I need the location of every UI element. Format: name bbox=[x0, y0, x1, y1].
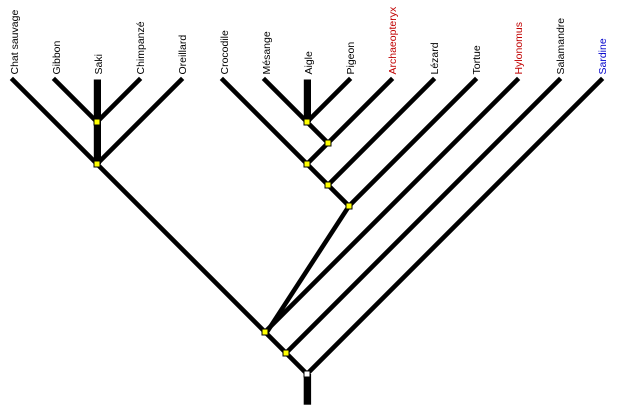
svg-text:Saki: Saki bbox=[93, 54, 105, 74]
svg-text:Hylonomus: Hylonomus bbox=[513, 22, 525, 75]
svg-text:Gibbon: Gibbon bbox=[51, 40, 63, 74]
svg-text:Salamandre: Salamandre bbox=[555, 18, 567, 75]
svg-text:Pigeon: Pigeon bbox=[345, 42, 357, 75]
svg-text:Lézard: Lézard bbox=[429, 42, 441, 74]
svg-text:Chimpanzé: Chimpanzé bbox=[135, 21, 147, 74]
svg-text:Oreillard: Oreillard bbox=[177, 35, 189, 75]
svg-text:Archaeopteryx: Archaeopteryx bbox=[387, 6, 399, 74]
svg-text:Tortue: Tortue bbox=[471, 45, 483, 74]
svg-text:Crocodile: Crocodile bbox=[219, 30, 231, 75]
svg-text:Chat sauvage: Chat sauvage bbox=[9, 10, 21, 75]
svg-text:Aigle: Aigle bbox=[303, 51, 315, 75]
svg-text:Mésange: Mésange bbox=[261, 31, 273, 74]
svg-text:Sardine: Sardine bbox=[597, 38, 609, 74]
